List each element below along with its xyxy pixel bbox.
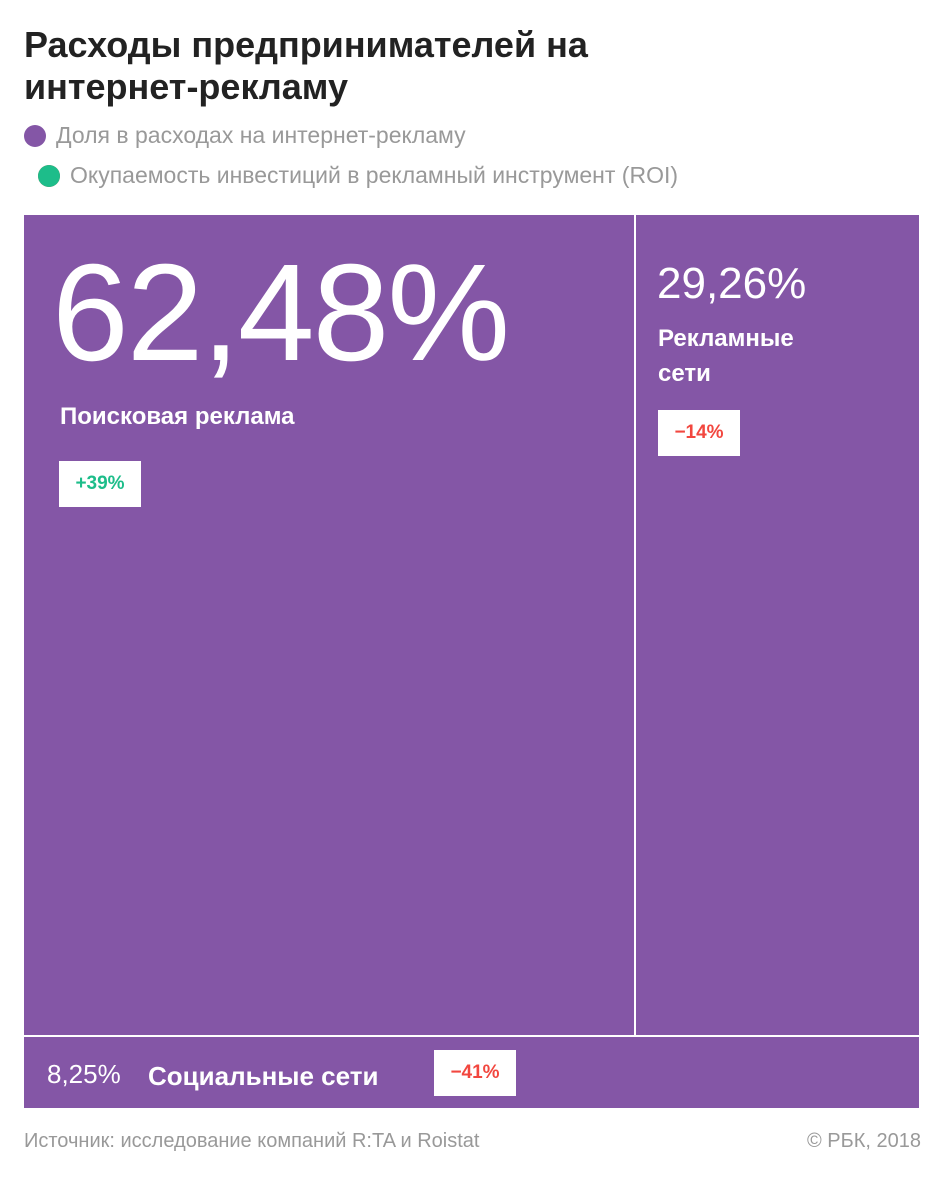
tile-social-networks: 8,25% Социальные сети −41% <box>24 1037 919 1108</box>
share-value: 29,26% <box>657 259 807 308</box>
legend-share: Доля в расходах на интернет-рекламу <box>24 122 466 149</box>
share-value: 8,25% <box>47 1059 121 1089</box>
roi-badge: −14% <box>658 410 740 456</box>
purple-dot-icon <box>24 124 46 147</box>
roi-badge: +39% <box>59 461 141 507</box>
tile-label: Рекламные сети <box>658 325 794 387</box>
share-value: 62,48% <box>52 236 510 390</box>
chart-title: Расходы предпринимателей на интернет-рек… <box>24 24 588 107</box>
legend-roi-label: Окупаемость инвестиций в рекламный инстр… <box>70 162 679 188</box>
source-note: Источник: исследование компаний R:TA и R… <box>24 1130 480 1152</box>
tile-label: Социальные сети <box>148 1061 379 1091</box>
green-dot-icon <box>38 164 60 187</box>
tile-ad-networks: 29,26% Рекламные сети −14% <box>636 215 919 1035</box>
roi-badge: −41% <box>434 1050 516 1096</box>
tile-search-ads: 62,48% Поисковая реклама +39% <box>24 215 634 1035</box>
legend-share-label: Доля в расходах на интернет-рекламу <box>56 122 466 148</box>
legend-roi: Окупаемость инвестиций в рекламный инстр… <box>24 162 678 189</box>
copyright: © РБК, 2018 <box>806 1130 921 1152</box>
tile-label: Поисковая реклама <box>60 403 295 430</box>
